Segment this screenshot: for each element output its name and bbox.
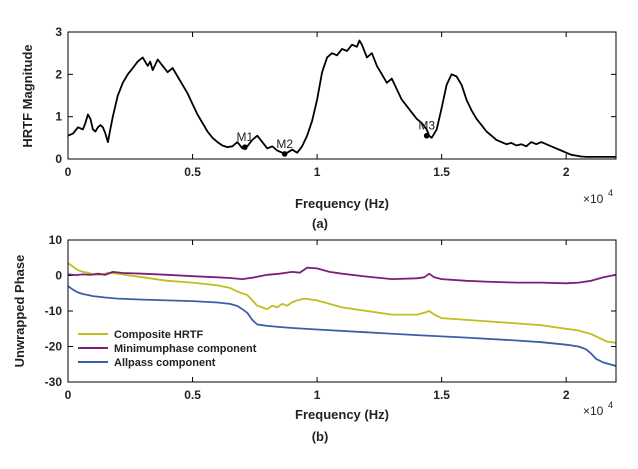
panel-b: 0 0.5 1 1.5 2 -30 -20 -10 0 10 Composite HRTF Mini…: [12, 233, 617, 444]
series-line-a-1: [67, 39, 616, 158]
y-tick-label-b: -20: [45, 340, 63, 354]
marker-label-m3: M3: [418, 119, 435, 133]
x-tick-label-b: 0.5: [184, 388, 201, 402]
x-exponent-a: ×10 4: [583, 188, 613, 206]
y-tick-label-a: 3: [55, 25, 62, 39]
x-tick-label-a: 0.5: [184, 165, 201, 179]
panel-label-b: (b): [312, 429, 329, 444]
marker-label-m1: M1: [237, 130, 254, 144]
x-tick-label-b: 1: [314, 388, 321, 402]
marker-point-m2: [281, 151, 288, 157]
plot-area-b: [68, 240, 616, 382]
x-exponent-base-b: ×10: [583, 404, 604, 418]
x-exponent-power-b: 4: [608, 400, 613, 410]
axes-box-b: [67, 239, 617, 383]
x-exponent-power-a: 4: [608, 188, 613, 198]
y-axis-label-b: Unwrapped Phase: [12, 255, 27, 368]
axes-box-a: [67, 31, 617, 160]
x-exponent-b: ×10 4: [583, 400, 613, 418]
a-marker-group: M1 M2 M3: [237, 119, 435, 157]
legend: Composite HRTF Minimumphase component Allp…: [78, 329, 257, 369]
x-exponent-base-a: ×10: [583, 192, 604, 206]
legend-entry-2: Minimumphase component: [114, 343, 257, 355]
y-tick-label-b: -30: [45, 375, 63, 389]
b-series-group: [67, 262, 617, 367]
series-line-b-1: [67, 262, 617, 344]
y-tick-label-b: -10: [45, 304, 63, 318]
marker-point-m1: [242, 144, 248, 150]
x-tick-label-b: 1.5: [433, 388, 450, 402]
x-tick-label-b: 2: [563, 388, 570, 402]
b-tick-group: 0 0.5 1 1.5 2 -30 -20 -10 0 10: [45, 233, 616, 402]
series-line-b-2: [67, 266, 617, 285]
plot-area-a: [68, 32, 616, 159]
x-tick-label-a: 2: [563, 165, 570, 179]
panel-label-a: (a): [312, 216, 328, 231]
legend-entry-1: Composite HRTF: [114, 329, 204, 341]
y-tick-label-b: 0: [55, 269, 62, 283]
marker-point-m3: [423, 132, 430, 139]
y-tick-label-a: 2: [55, 67, 62, 81]
x-tick-label-a: 1.5: [433, 165, 450, 179]
series-line-b-3: [67, 285, 617, 367]
marker-label-m2: M2: [276, 137, 293, 151]
x-tick-label-b: 0: [65, 388, 72, 402]
y-axis-label-a: HRTF Magnitude: [20, 44, 35, 147]
x-axis-label-b: Frequency (Hz): [295, 407, 389, 422]
y-tick-label-a: 1: [55, 110, 62, 124]
legend-entry-3: Allpass component: [114, 357, 216, 369]
panel-a: 0 0.5 1 1.5 2 0 1 2 3 M1 M2 M3 Frequency (Hz) HRTF…: [20, 25, 617, 231]
x-axis-label-a: Frequency (Hz): [295, 196, 389, 211]
a-series-group: [67, 39, 616, 158]
y-tick-label-a: 0: [55, 152, 62, 166]
x-tick-label-a: 0: [65, 165, 72, 179]
x-tick-label-a: 1: [314, 165, 321, 179]
y-tick-label-b: 10: [49, 233, 63, 247]
